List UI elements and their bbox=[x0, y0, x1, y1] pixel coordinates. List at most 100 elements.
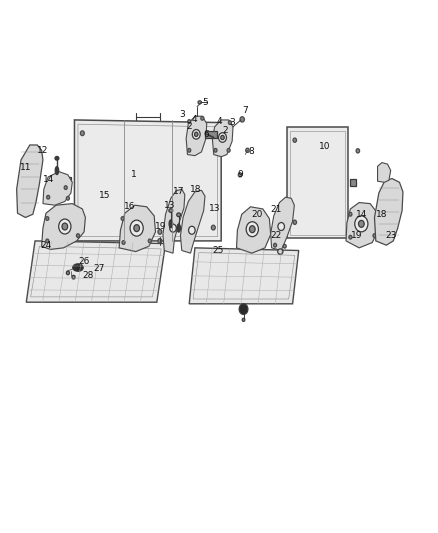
Ellipse shape bbox=[192, 130, 200, 139]
Text: 5: 5 bbox=[202, 98, 208, 107]
Polygon shape bbox=[346, 203, 379, 248]
Text: 24: 24 bbox=[40, 241, 52, 249]
Text: 19: 19 bbox=[351, 231, 363, 240]
Ellipse shape bbox=[221, 135, 224, 140]
Ellipse shape bbox=[59, 219, 71, 234]
Ellipse shape bbox=[188, 149, 191, 152]
Polygon shape bbox=[26, 241, 166, 302]
Text: 1: 1 bbox=[131, 171, 137, 179]
Ellipse shape bbox=[67, 197, 69, 200]
Text: 13: 13 bbox=[209, 205, 220, 213]
Ellipse shape bbox=[249, 226, 255, 232]
Polygon shape bbox=[43, 172, 72, 205]
Text: 7: 7 bbox=[242, 106, 248, 115]
Ellipse shape bbox=[349, 236, 352, 239]
Ellipse shape bbox=[64, 186, 67, 189]
Polygon shape bbox=[237, 207, 271, 253]
Text: 2: 2 bbox=[187, 123, 192, 131]
Text: 16: 16 bbox=[124, 203, 135, 211]
Ellipse shape bbox=[283, 244, 286, 248]
Ellipse shape bbox=[73, 264, 83, 271]
Text: 3: 3 bbox=[229, 118, 235, 127]
Ellipse shape bbox=[148, 239, 152, 243]
Ellipse shape bbox=[169, 209, 173, 213]
Ellipse shape bbox=[201, 116, 204, 120]
Text: 15: 15 bbox=[99, 191, 110, 200]
Ellipse shape bbox=[55, 157, 59, 160]
Text: 12: 12 bbox=[37, 146, 49, 155]
Polygon shape bbox=[378, 163, 391, 182]
Text: 14: 14 bbox=[356, 210, 367, 219]
Ellipse shape bbox=[355, 216, 368, 232]
Text: 21: 21 bbox=[270, 205, 282, 214]
Ellipse shape bbox=[211, 225, 215, 230]
Text: 6: 6 bbox=[204, 130, 210, 139]
Ellipse shape bbox=[177, 224, 180, 232]
Ellipse shape bbox=[242, 318, 245, 321]
Ellipse shape bbox=[169, 220, 173, 228]
Text: 18: 18 bbox=[376, 211, 388, 219]
Text: 18: 18 bbox=[190, 185, 201, 193]
Ellipse shape bbox=[134, 225, 140, 231]
Ellipse shape bbox=[158, 239, 162, 243]
Ellipse shape bbox=[293, 138, 297, 142]
Ellipse shape bbox=[278, 223, 285, 231]
Ellipse shape bbox=[72, 275, 75, 279]
Bar bbox=[205, 131, 217, 138]
Ellipse shape bbox=[122, 241, 125, 244]
Ellipse shape bbox=[240, 117, 244, 122]
Ellipse shape bbox=[46, 239, 49, 243]
Ellipse shape bbox=[238, 173, 242, 177]
Text: 11: 11 bbox=[20, 164, 31, 172]
Ellipse shape bbox=[246, 148, 249, 152]
Text: 13: 13 bbox=[164, 201, 176, 209]
Polygon shape bbox=[163, 189, 185, 253]
Text: 8: 8 bbox=[248, 148, 254, 156]
Text: 20: 20 bbox=[252, 210, 263, 219]
Text: 26: 26 bbox=[78, 257, 90, 265]
Text: 9: 9 bbox=[237, 171, 243, 179]
Ellipse shape bbox=[358, 221, 364, 227]
Ellipse shape bbox=[239, 304, 248, 314]
Polygon shape bbox=[271, 197, 294, 251]
Polygon shape bbox=[287, 127, 348, 238]
Ellipse shape bbox=[62, 223, 67, 230]
Ellipse shape bbox=[177, 213, 180, 217]
Polygon shape bbox=[189, 248, 299, 304]
Ellipse shape bbox=[46, 195, 49, 199]
Polygon shape bbox=[186, 116, 207, 156]
Ellipse shape bbox=[80, 131, 84, 136]
Ellipse shape bbox=[188, 120, 191, 124]
Text: 3: 3 bbox=[179, 110, 185, 119]
Ellipse shape bbox=[67, 271, 69, 275]
Ellipse shape bbox=[211, 134, 215, 139]
Ellipse shape bbox=[356, 149, 360, 153]
Ellipse shape bbox=[373, 233, 376, 237]
Polygon shape bbox=[42, 204, 85, 249]
Text: 2: 2 bbox=[222, 126, 227, 135]
Ellipse shape bbox=[246, 222, 258, 237]
Ellipse shape bbox=[273, 243, 277, 247]
Text: 27: 27 bbox=[93, 264, 104, 272]
Ellipse shape bbox=[76, 233, 80, 237]
Ellipse shape bbox=[278, 249, 283, 254]
Polygon shape bbox=[119, 205, 155, 252]
Ellipse shape bbox=[194, 132, 198, 136]
Polygon shape bbox=[74, 120, 221, 241]
Text: 23: 23 bbox=[385, 231, 397, 240]
Polygon shape bbox=[180, 190, 205, 253]
Ellipse shape bbox=[188, 227, 195, 235]
Ellipse shape bbox=[227, 149, 230, 152]
Text: 25: 25 bbox=[212, 246, 224, 255]
Ellipse shape bbox=[214, 149, 217, 152]
Ellipse shape bbox=[46, 217, 49, 221]
Ellipse shape bbox=[219, 133, 226, 142]
Ellipse shape bbox=[130, 220, 143, 236]
Ellipse shape bbox=[198, 101, 201, 104]
Ellipse shape bbox=[158, 229, 162, 235]
Ellipse shape bbox=[121, 217, 124, 221]
Ellipse shape bbox=[349, 212, 352, 216]
Text: 28: 28 bbox=[82, 271, 93, 280]
Bar bbox=[350, 179, 356, 187]
Ellipse shape bbox=[55, 166, 59, 175]
